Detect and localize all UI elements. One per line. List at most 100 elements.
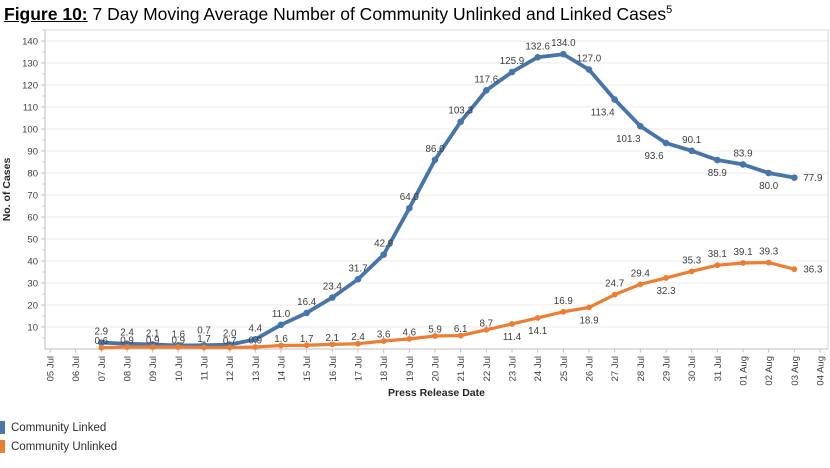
x-tick-label: 18 Jul [379,356,390,381]
x-tick-label: 17 Jul [354,356,365,381]
data-point [252,344,259,350]
x-tick-label: 08 Jul [123,356,134,381]
data-label: 1.6 [172,329,186,340]
data-label: 77.9 [803,173,822,184]
data-point [791,174,798,181]
data-label: 101.3 [616,134,641,145]
x-tick-label: 11 Jul [200,356,211,381]
series-line-linked [99,52,797,348]
data-label: 2.1 [146,328,160,339]
data-label: 1.6 [274,334,288,345]
line-chart: 10 20 30 40 50 60 70 80 90 100 110 120 130 140 05 Jul 0… [1,29,829,399]
data-label: 132.6 [525,41,550,52]
data-point [791,266,798,273]
data-point [303,309,310,317]
data-point [688,147,695,155]
data-point [560,308,567,315]
data-label: 29.4 [631,268,651,279]
data-point [278,342,284,349]
y-tick-label: 80 [27,169,38,180]
x-tick-label: 16 Jul [328,356,339,381]
data-label: 3.6 [377,330,391,341]
x-tick-label: 12 Jul [225,356,236,381]
y-tick-label: 110 [23,103,38,114]
data-point [175,344,182,350]
data-label: 23.4 [323,282,343,293]
data-point [431,156,439,164]
legend-swatch-unlinked [0,440,5,453]
data-point [509,321,515,327]
x-tick-label: 31 Jul [713,356,724,381]
series-line-unlinked [99,260,796,350]
data-point [637,281,644,288]
x-tick-label: 09 Jul [148,356,159,381]
y-tick-label: 90 [27,147,38,158]
data-label: 86.0 [425,144,445,155]
x-tick-label: 13 Jul [251,356,262,381]
data-point [354,275,362,283]
data-label: 83.9 [733,148,752,159]
figure-label: Figure 10: [4,4,88,24]
y-tick-label: 50 [27,235,38,246]
data-point [611,291,618,298]
data-label: 8.7 [480,318,494,329]
y-tick-label: 120 [22,81,38,92]
data-label: 4.4 [249,323,263,334]
data-point [585,66,593,73]
data-label: 0.9 [146,336,160,347]
data-label: 38.1 [708,249,727,260]
data-point [380,251,387,258]
data-label: 0.6 [95,336,109,347]
y-tick-label: 40 [27,257,38,268]
x-tick-label: 14 Jul [277,356,288,381]
chart-area: 10 20 30 40 50 60 70 80 90 100 110 120 130 140 05 Jul 0… [0,25,830,414]
data-label: 125.9 [500,56,525,67]
x-tick-label: 01 Aug [739,356,750,386]
data-label: 90.1 [682,135,701,146]
data-point [252,336,259,343]
x-tick-label: 07 Jul [97,356,108,381]
x-axis-title: Press Release Date [388,387,485,399]
data-point [740,260,746,266]
data-point [98,344,105,351]
legend-item: Community Unlinked [0,437,830,456]
data-label: 2.0 [223,329,237,340]
y-axis-title: No. of Cases [1,158,13,222]
data-point [662,139,670,147]
y-tick-label: 140 [22,37,38,48]
data-point [226,344,233,351]
x-tick-label: 28 Jul [636,356,647,381]
data-label: 0.7 [223,336,237,347]
x-tick-label: 29 Jul [662,356,673,381]
data-label: 64.0 [400,192,420,203]
x-tick-label: 26 Jul [585,356,596,381]
data-point [406,204,413,212]
title-text: 7 Day Moving Average Number of Community… [87,4,667,24]
data-point [457,332,464,339]
data-label: 11.4 [503,332,522,343]
legend-item: Community Linked [0,418,830,437]
legend-label: Community Unlinked [11,440,118,453]
data-label: 113.4 [591,108,615,119]
data-label: 11.0 [272,309,291,320]
data-point [560,50,567,58]
data-point [765,169,772,177]
data-label: 14.1 [528,326,547,337]
data-label: 127.0 [577,54,602,65]
x-tick-label: 27 Jul [610,356,621,381]
data-label: 18.9 [579,315,598,326]
data-label: 5.9 [428,325,442,336]
data-point [508,68,516,76]
data-label: 1.7 [300,334,314,345]
data-point [534,53,541,61]
x-tick-label: 30 Jul [687,356,698,381]
data-label: 0.9 [172,336,186,347]
data-point [303,342,310,349]
x-tick-label: 10 Jul [174,356,185,381]
data-label: 39.1 [733,247,752,258]
y-tick-label: 10 [27,323,38,334]
data-point [98,339,105,346]
data-point [124,344,130,350]
data-label: 32.3 [656,286,676,297]
x-tick-label: 19 Jul [405,356,416,381]
